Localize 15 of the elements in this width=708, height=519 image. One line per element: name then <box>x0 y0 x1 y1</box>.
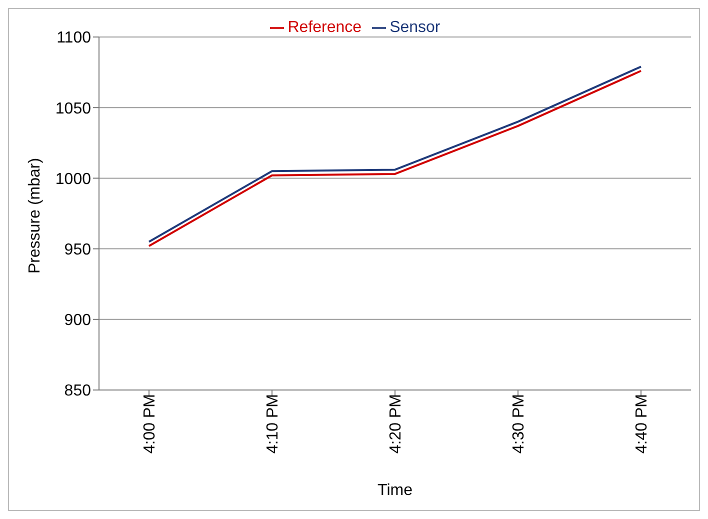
x-tick-label: 4:00 PM <box>141 394 158 454</box>
x-axis-title: Time <box>378 482 413 499</box>
y-tick-label: 850 <box>64 382 92 400</box>
y-tick-label: 1000 <box>55 170 92 188</box>
y-axis-title: Pressure (mbar) <box>26 158 44 274</box>
x-tick-label: 4:40 PM <box>633 394 650 454</box>
y-tick-label: 900 <box>64 312 92 330</box>
x-tick-label: 4:20 PM <box>387 394 404 454</box>
y-tick-label: 950 <box>64 241 92 258</box>
y-tick-label: 1100 <box>56 30 92 47</box>
x-tick-label: 4:30 PM <box>510 394 528 454</box>
legend-label: Reference <box>288 19 362 36</box>
legend-label: Sensor <box>390 19 440 36</box>
x-tick-label: 4:10 PM <box>264 394 282 454</box>
y-tick-label: 1050 <box>55 100 92 118</box>
